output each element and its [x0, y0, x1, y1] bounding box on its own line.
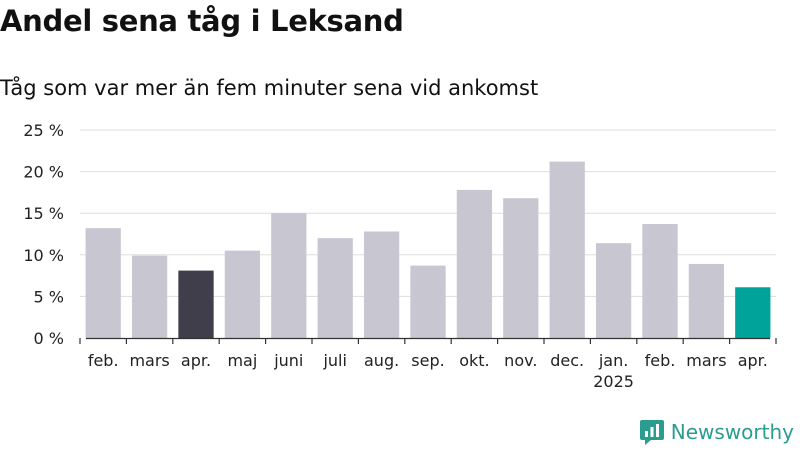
bar	[178, 270, 214, 338]
bar	[271, 213, 307, 338]
bar	[131, 255, 168, 338]
bar	[363, 231, 400, 338]
x-tick-label: feb.	[645, 351, 676, 370]
x-tick-label: juli	[322, 351, 346, 370]
x-tick-label: okt.	[459, 351, 489, 370]
x-tick-label: aug.	[364, 351, 399, 370]
x-tick-label: apr.	[738, 351, 768, 370]
bar	[549, 161, 585, 338]
y-tick-label: 10 %	[23, 246, 64, 265]
x-tick-label: mars	[686, 351, 726, 370]
year-label: 2025	[593, 372, 634, 391]
bar	[317, 238, 353, 338]
y-tick-label: 15 %	[23, 204, 64, 223]
y-tick-label: 20 %	[23, 163, 64, 182]
bar	[224, 250, 261, 338]
x-tick-label: apr.	[181, 351, 211, 370]
y-tick-label: 5 %	[34, 287, 64, 306]
x-tick-label: sep.	[411, 351, 444, 370]
bar	[595, 243, 632, 338]
x-tick-label: feb.	[88, 351, 119, 370]
bar	[735, 287, 771, 338]
y-tick-label: 0 %	[34, 329, 64, 348]
brand-logo: Newsworthy	[639, 418, 794, 446]
y-tick-label: 25 %	[23, 121, 64, 140]
x-tick-label: dec.	[550, 351, 584, 370]
x-tick-label: jan.	[598, 351, 628, 370]
chart-title: Andel sena tåg i Leksand	[0, 4, 404, 38]
x-tick-label: juni	[273, 351, 303, 370]
brand-name: Newsworthy	[670, 420, 794, 444]
chart-subtitle: Tåg som var mer än fem minuter sena vid …	[0, 76, 539, 100]
bar	[85, 228, 121, 338]
bar	[456, 189, 493, 338]
newsworthy-logo-icon	[639, 420, 664, 445]
x-tick-label: mars	[129, 351, 169, 370]
bar	[410, 265, 446, 338]
bar	[642, 224, 678, 338]
bar	[503, 198, 539, 338]
bar	[688, 263, 725, 338]
x-tick-label: maj	[227, 351, 257, 370]
x-tick-label: nov.	[504, 351, 537, 370]
